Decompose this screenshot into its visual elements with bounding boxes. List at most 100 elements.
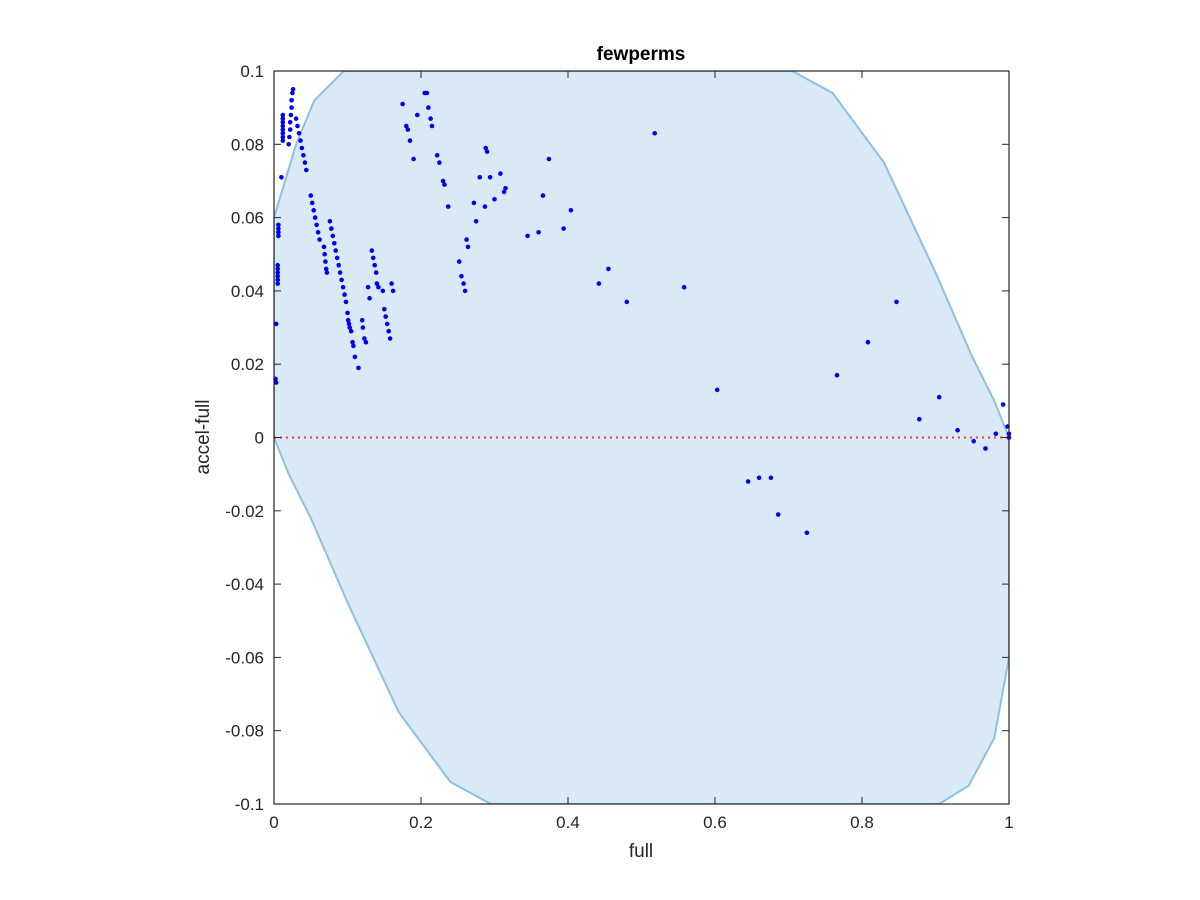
data-point (367, 295, 372, 301)
data-point (365, 284, 371, 290)
data-point (302, 160, 308, 165)
data-point (333, 248, 339, 253)
data-point (568, 208, 574, 213)
data-point (273, 321, 279, 327)
data-point (745, 479, 751, 484)
y-tick-label: 0.1 (240, 62, 264, 81)
data-point (373, 270, 379, 275)
data-point (917, 416, 922, 422)
data-point (288, 112, 294, 118)
data-point (894, 299, 899, 305)
data-point (304, 167, 309, 173)
data-point (330, 233, 336, 239)
data-point (280, 112, 286, 118)
data-point (339, 277, 344, 283)
data-point (459, 273, 464, 279)
data-point (280, 131, 286, 136)
data-point (383, 314, 389, 319)
data-point (346, 321, 352, 327)
data-point (376, 284, 381, 290)
data-point (404, 123, 409, 129)
data-point (993, 431, 999, 437)
y-tick-label: -0.06 (225, 648, 264, 667)
y-tick-label: 0.02 (231, 355, 264, 374)
data-points (273, 87, 1012, 536)
data-point (804, 530, 810, 536)
data-point (337, 270, 343, 275)
data-point (437, 160, 442, 165)
data-point (323, 259, 328, 264)
data-point (445, 204, 451, 209)
data-point (756, 475, 762, 481)
data-point (343, 299, 349, 305)
data-point (426, 105, 431, 110)
data-point (525, 233, 530, 239)
data-point (440, 178, 446, 184)
data-point (714, 387, 720, 393)
data-point (424, 90, 430, 96)
data-point (1000, 402, 1006, 407)
data-point (363, 339, 369, 345)
y-tick-label: 0.08 (231, 135, 264, 154)
data-point (936, 394, 942, 400)
data-point (775, 512, 781, 517)
data-point (287, 134, 292, 140)
y-tick-label: 0.04 (231, 282, 264, 301)
data-point (280, 116, 286, 121)
data-point (429, 123, 435, 129)
data-point (503, 186, 508, 191)
data-point (865, 339, 871, 345)
data-point (276, 233, 281, 239)
data-point (322, 251, 328, 257)
data-point (477, 175, 483, 180)
data-point (540, 193, 546, 198)
data-point (415, 112, 420, 118)
data-point (287, 120, 293, 125)
data-point (356, 365, 361, 371)
data-point (374, 281, 380, 286)
data-point (411, 156, 416, 162)
data-point (369, 248, 375, 253)
data-point (387, 336, 393, 341)
data-point (681, 284, 687, 290)
data-point (289, 105, 294, 110)
data-point (327, 219, 333, 224)
data-point (561, 226, 566, 231)
data-point (407, 138, 413, 143)
data-point (323, 266, 329, 272)
data-point (434, 153, 440, 158)
y-axis-ticks: -0.1 -0.08 -0.06 -0.04 -0.02 0 0.02 0.04 0.06 0.0… (225, 62, 1009, 814)
data-point (273, 380, 279, 385)
data-point (983, 446, 988, 451)
data-point (461, 281, 466, 286)
x-tick-label: 0.6 (703, 813, 727, 832)
data-point (275, 273, 281, 279)
data-point (465, 244, 471, 250)
data-point (324, 270, 330, 275)
y-tick-label: 0.06 (231, 209, 264, 228)
data-point (296, 131, 302, 136)
data-point (350, 339, 355, 345)
data-point (389, 281, 394, 286)
data-point (498, 171, 503, 176)
data-point (482, 204, 488, 209)
chart-title: fewperms (597, 44, 686, 65)
data-point (546, 156, 552, 162)
data-point (400, 101, 405, 107)
data-point (290, 87, 296, 92)
data-point (332, 241, 337, 246)
data-point (280, 134, 286, 140)
y-tick-label: -0.02 (225, 502, 264, 521)
data-point (293, 116, 299, 121)
data-point (275, 262, 281, 268)
data-point (390, 288, 396, 294)
data-point (768, 475, 774, 481)
data-point (386, 328, 392, 334)
data-point (501, 189, 507, 195)
data-point (955, 427, 960, 433)
data-point (299, 145, 305, 151)
x-axis-label: full (629, 841, 653, 862)
y-tick-label: -0.08 (225, 722, 264, 741)
data-point (280, 123, 286, 129)
data-point (442, 182, 447, 187)
